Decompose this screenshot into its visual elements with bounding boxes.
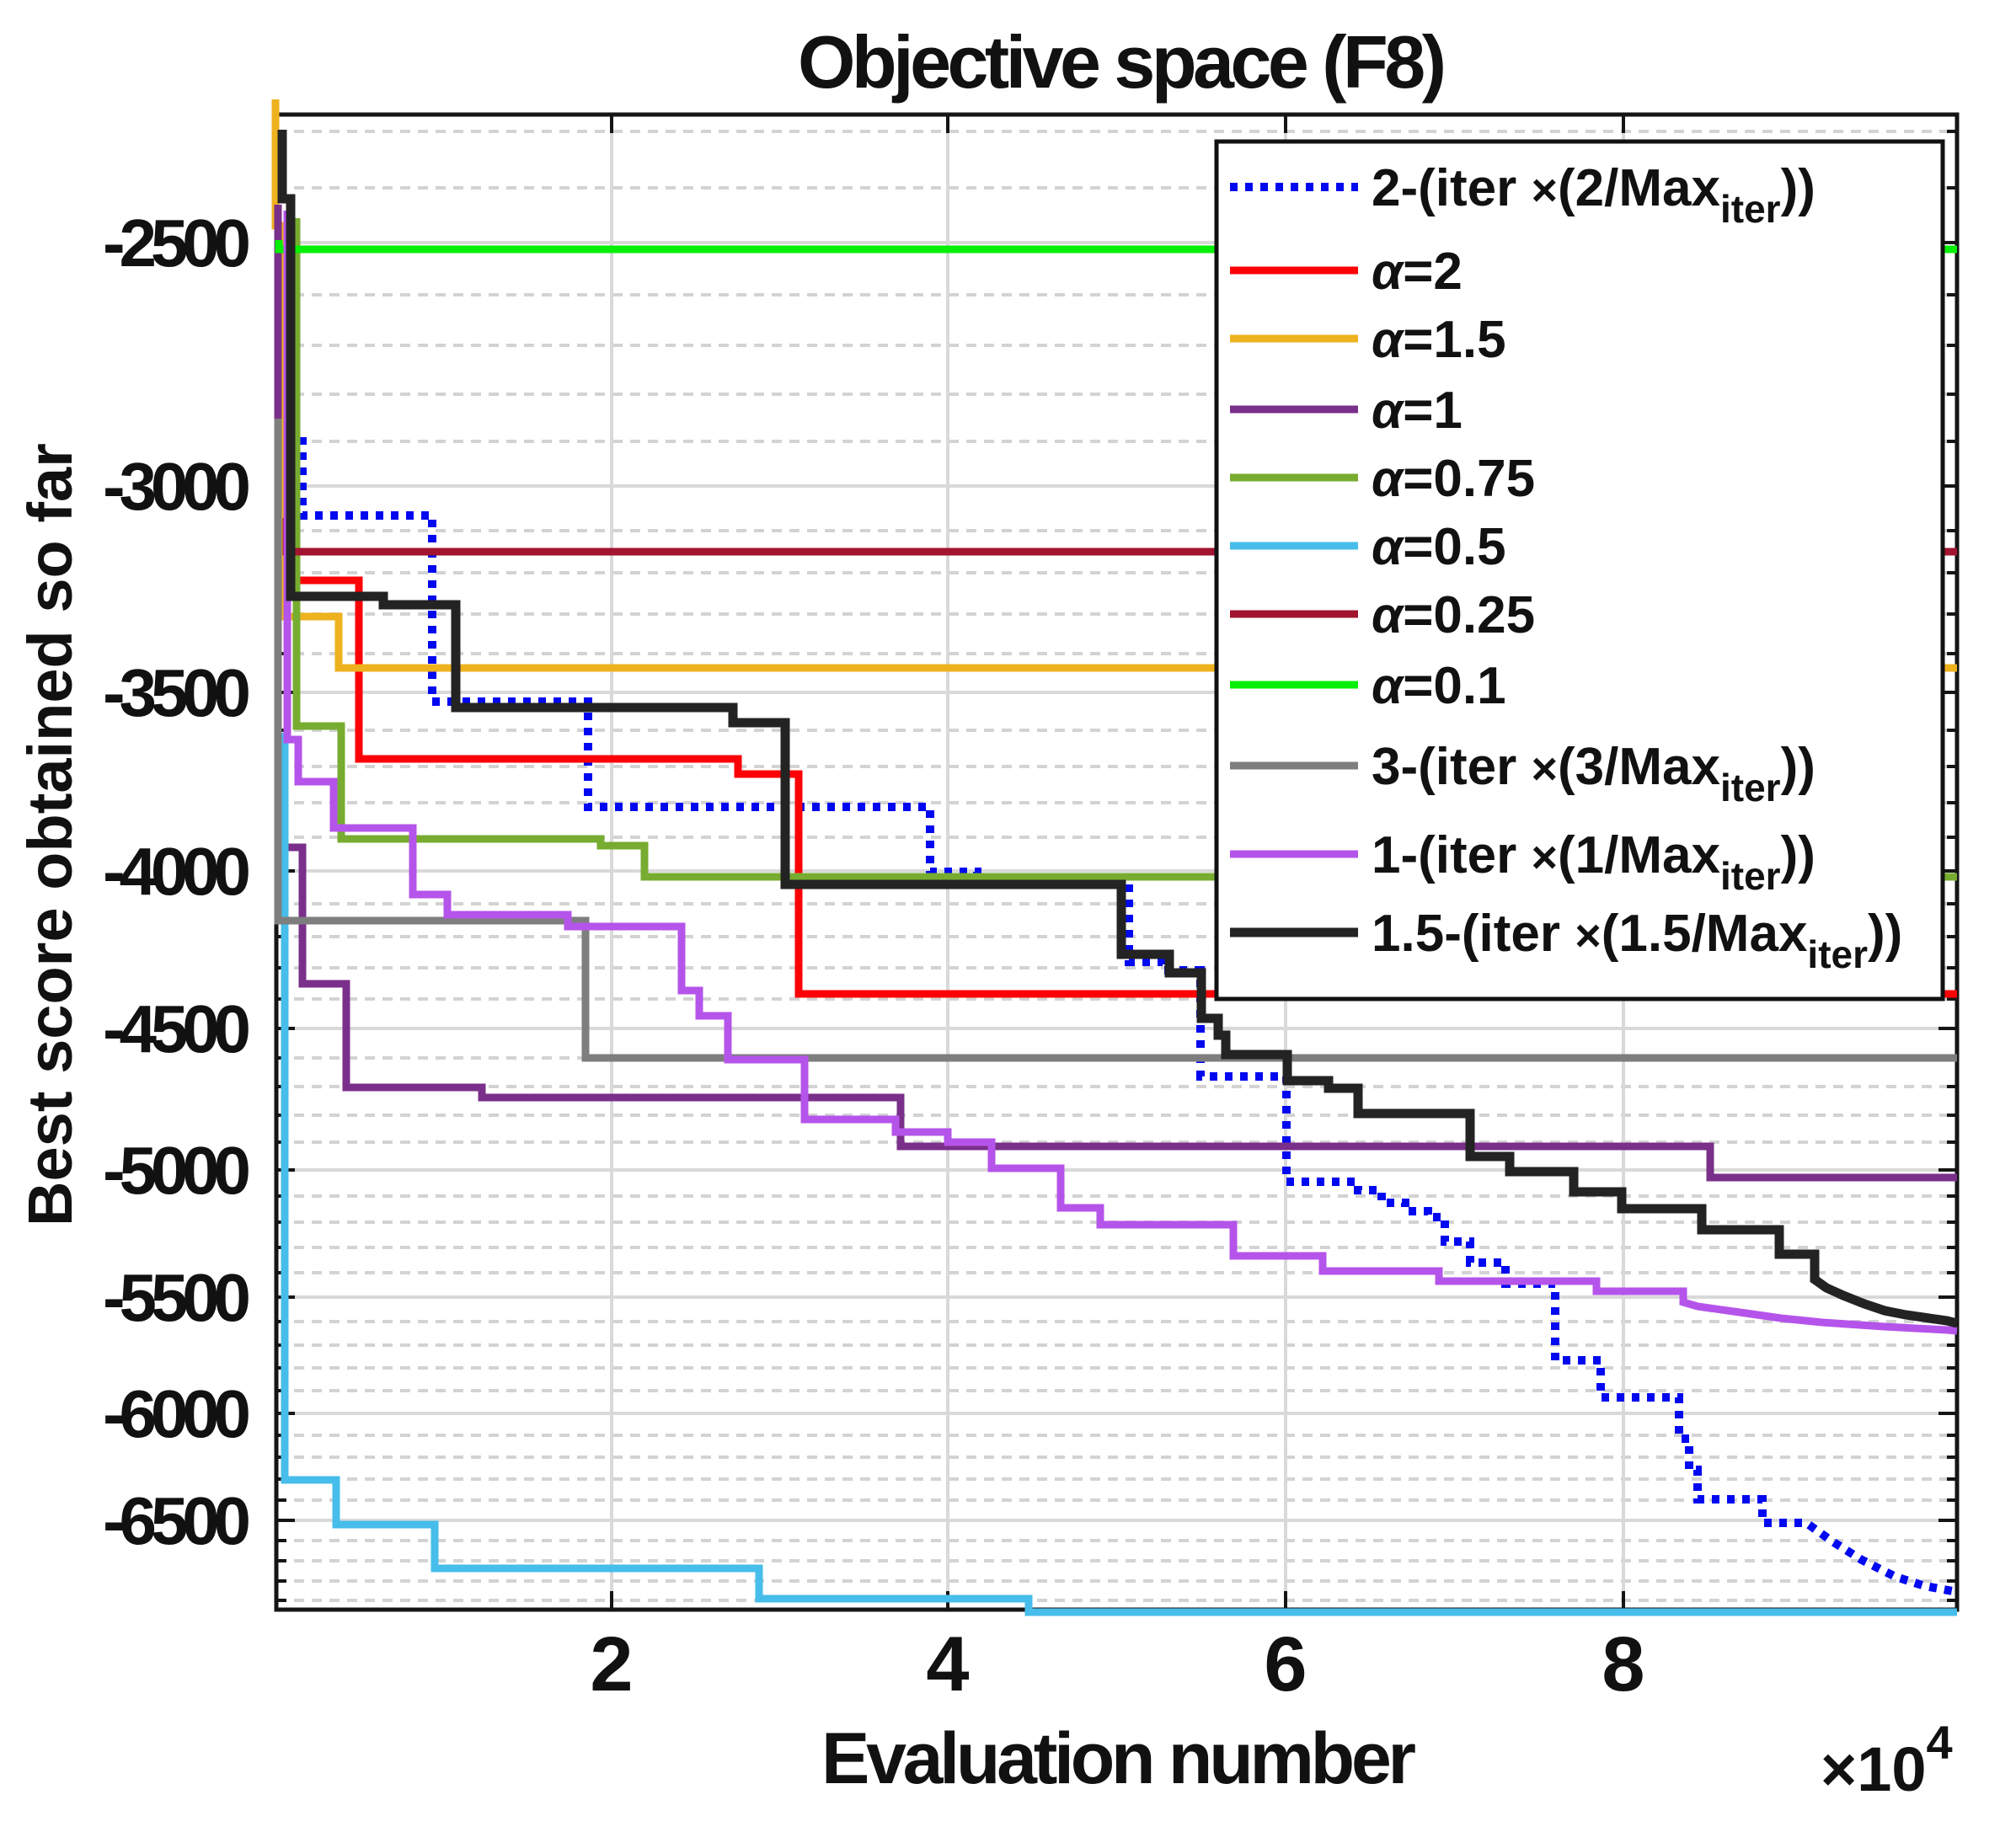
svg-text:-5500: -5500	[103, 1260, 251, 1335]
svg-text:-3000: -3000	[103, 449, 251, 524]
svg-text:-3500: -3500	[103, 655, 251, 730]
svg-text:α=1.5: α=1.5	[1372, 311, 1506, 369]
svg-text:-6000: -6000	[103, 1376, 251, 1451]
svg-text:Best score obtained so far: Best score obtained so far	[15, 443, 85, 1226]
svg-text:2-(iter ×(2/Maxiter)): 2-(iter ×(2/Maxiter))	[1372, 159, 1815, 231]
svg-text:4: 4	[926, 1621, 969, 1707]
svg-text:-4500: -4500	[103, 991, 251, 1066]
svg-text:Objective space (F8): Objective space (F8)	[798, 20, 1446, 104]
svg-text:-2500: -2500	[103, 206, 251, 280]
svg-text:2: 2	[590, 1621, 633, 1707]
svg-text:α=0.1: α=0.1	[1372, 657, 1506, 715]
svg-text:-5000: -5000	[103, 1133, 251, 1208]
svg-text:α=1: α=1	[1372, 382, 1463, 440]
svg-text:-4000: -4000	[103, 834, 251, 909]
svg-text:8: 8	[1602, 1621, 1644, 1707]
svg-text:α=2: α=2	[1372, 243, 1463, 301]
svg-text:α=0.5: α=0.5	[1372, 518, 1506, 576]
svg-text:α=0.75: α=0.75	[1372, 450, 1535, 508]
svg-text:-6500: -6500	[103, 1483, 251, 1558]
svg-text:Evaluation number: Evaluation number	[821, 1718, 1416, 1799]
svg-text:6: 6	[1264, 1621, 1307, 1707]
svg-text:α=0.25: α=0.25	[1372, 586, 1535, 644]
